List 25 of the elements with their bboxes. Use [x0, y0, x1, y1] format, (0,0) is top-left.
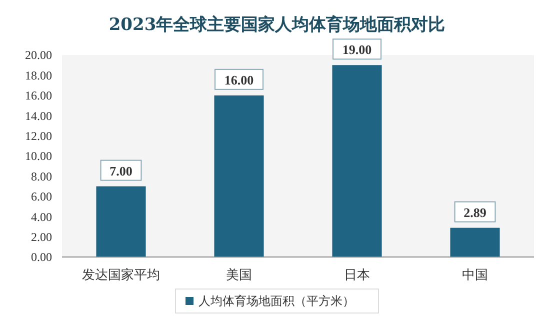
- y-tick-label: 12.00: [25, 129, 52, 143]
- y-tick-label: 18.00: [25, 68, 52, 82]
- y-tick-label: 6.00: [31, 190, 52, 204]
- x-tick-label: 日本: [344, 268, 370, 283]
- x-tick-label: 美国: [226, 267, 252, 283]
- bar: [214, 95, 264, 257]
- chart-title: 2023年全球主要国家人均体育场地面积对比: [108, 14, 446, 35]
- data-label: 2.89: [464, 204, 487, 220]
- y-tick-label: 2.00: [31, 230, 52, 244]
- data-label: 16.00: [224, 72, 254, 88]
- y-tick-label: 10.00: [25, 149, 52, 164]
- x-tick-label: 中国: [462, 268, 488, 283]
- bar: [96, 186, 146, 257]
- y-tick-label: 14.00: [25, 108, 52, 123]
- legend-label: 人均体育场地面积（平方米）: [198, 294, 354, 308]
- data-label: 7.00: [110, 163, 132, 178]
- bar: [450, 228, 500, 257]
- x-tick-label: 发达国家平均: [82, 267, 160, 283]
- y-tick-label: 8.00: [31, 169, 52, 184]
- bar: [332, 65, 382, 257]
- y-tick-label: 20.00: [25, 48, 52, 62]
- y-tick-label: 4.00: [31, 210, 52, 224]
- data-label: 19.00: [342, 42, 372, 58]
- y-tick-label: 0.00: [31, 250, 52, 264]
- y-tick-label: 16.00: [25, 88, 52, 103]
